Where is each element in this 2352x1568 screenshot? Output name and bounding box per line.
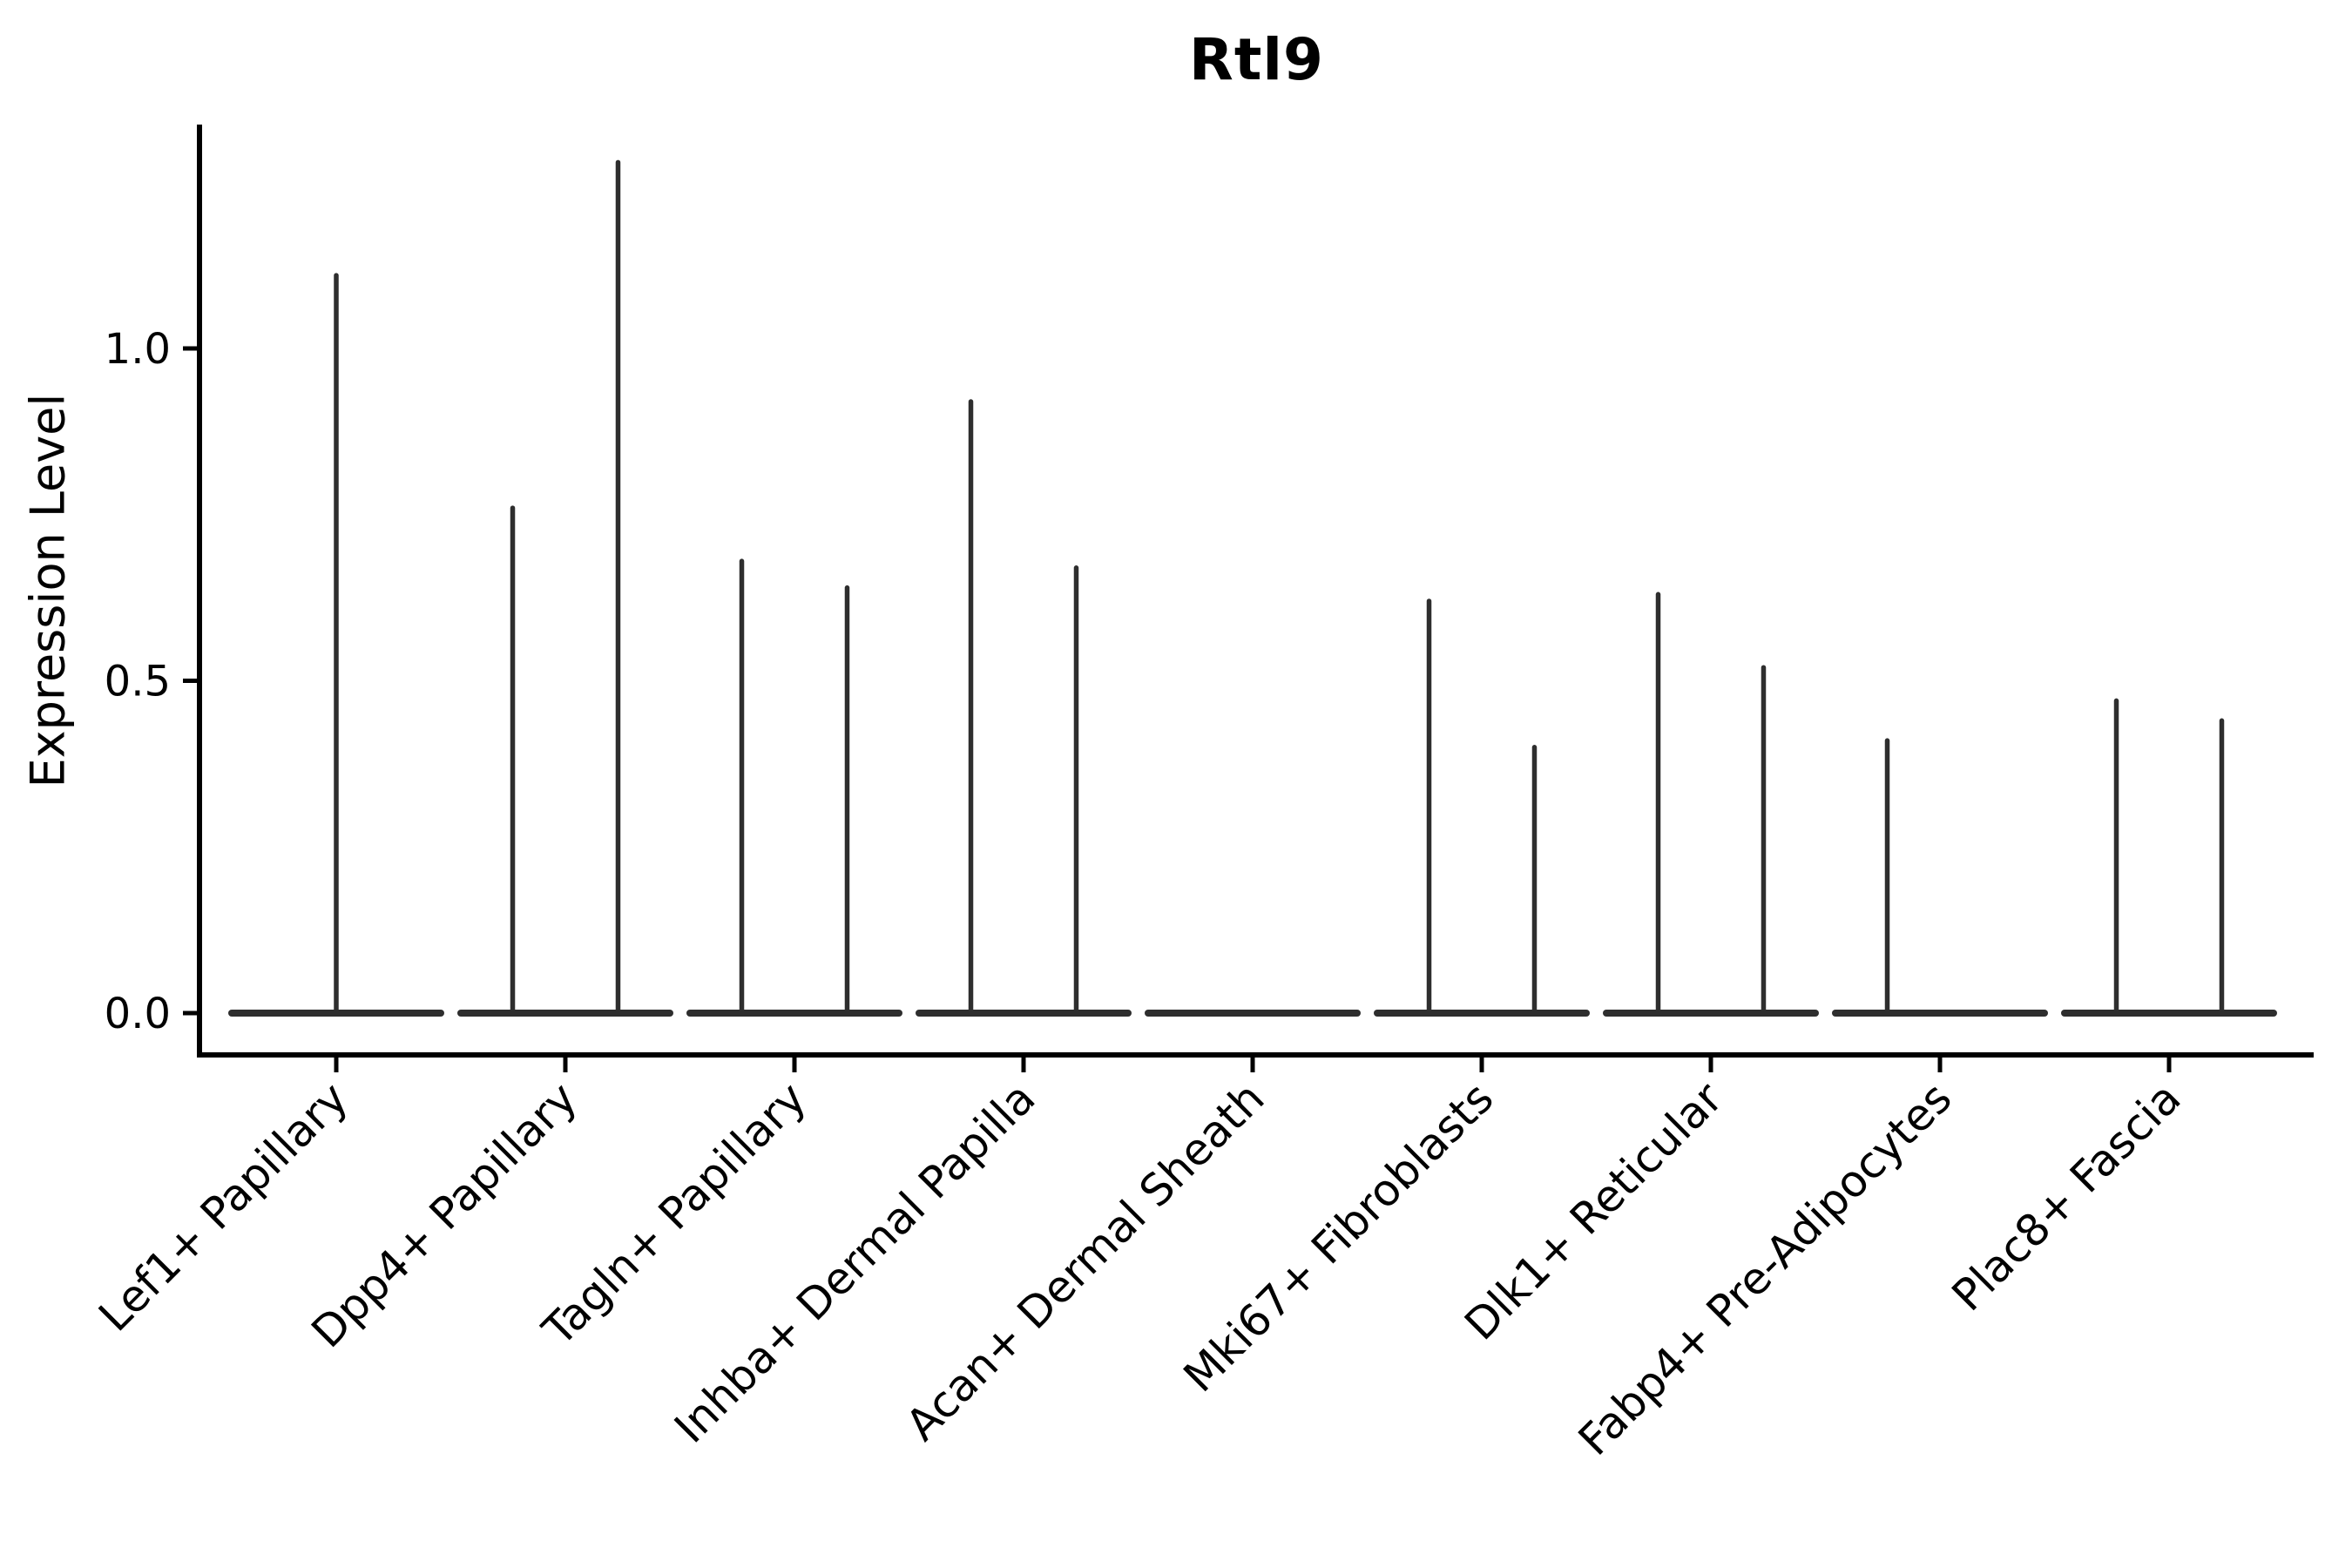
y-tick-label: 0.5	[105, 657, 171, 706]
y-tick-label: 1.0	[105, 325, 171, 374]
x-tick-label: Lef1+ Papillary	[89, 1072, 357, 1341]
x-tick-label: Plac8+ Fascia	[1943, 1072, 2191, 1321]
plot-title: Rtl9	[1189, 26, 1324, 93]
x-tick-label: Fabp4+ Pre-Adipocytes	[1569, 1072, 1962, 1465]
y-tick-label: 0.0	[105, 990, 171, 1038]
